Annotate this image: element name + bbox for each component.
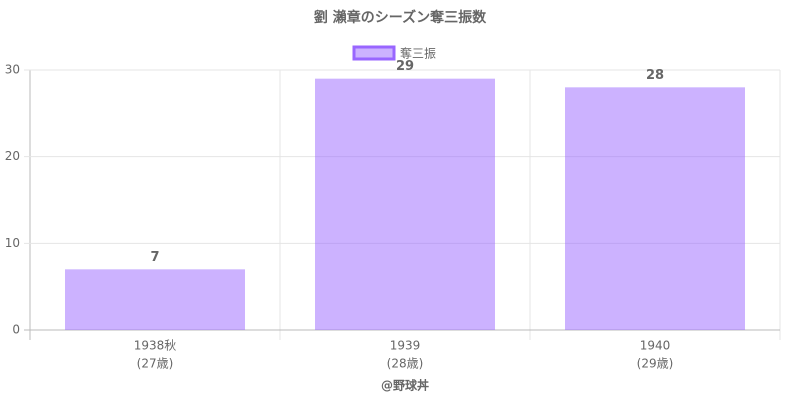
y-tick-label: 20 [5, 149, 20, 163]
data-label: 7 [150, 250, 159, 265]
x-axis-title: @野球丼 [381, 378, 429, 393]
legend-label: 奪三振 [400, 46, 436, 61]
bar [65, 269, 245, 330]
y-tick-label: 10 [5, 236, 20, 250]
legend-swatch [352, 45, 396, 61]
y-tick-label: 30 [5, 63, 20, 77]
x-tick-label: (27歳) [137, 357, 174, 371]
x-tick-label: 1938秋 [134, 339, 177, 353]
x-tick-label: (29歳) [637, 357, 674, 371]
bar [315, 78, 495, 331]
x-tick-label: 1939 [390, 339, 421, 353]
chart-title: 劉 瀨章のシーズン奪三振数 [313, 9, 487, 26]
x-tick-label: (28歳) [387, 357, 424, 371]
data-label: 29 [396, 59, 414, 74]
y-tick-label: 0 [12, 323, 20, 337]
data-label: 28 [646, 68, 664, 83]
bar [565, 87, 745, 330]
x-tick-label: 1940 [640, 339, 671, 353]
